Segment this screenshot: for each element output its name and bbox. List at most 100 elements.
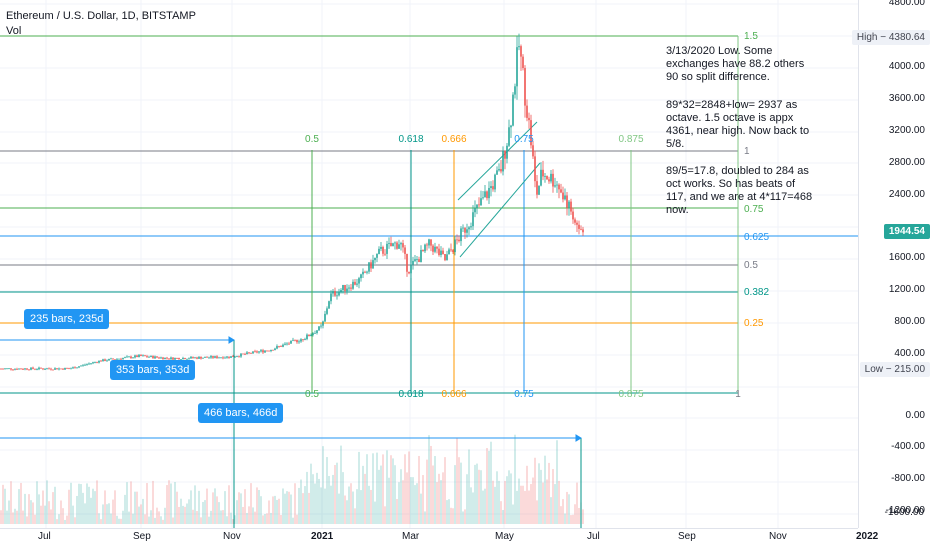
- candle-body: [138, 354, 140, 358]
- volume-bar: [398, 482, 400, 524]
- fib-label: 0.382: [744, 287, 769, 298]
- volume-bar: [216, 496, 218, 524]
- x-axis-label: Nov: [769, 531, 787, 542]
- bars-range-badge[interactable]: 353 bars, 353d: [110, 360, 196, 380]
- candle-body: [166, 357, 168, 359]
- volume-bar: [554, 484, 556, 524]
- volume-bar: [18, 489, 20, 524]
- volume-bar: [410, 477, 412, 524]
- symbol-title[interactable]: Ethereum / U.S. Dollar, 1D, BITSTAMP: [6, 10, 196, 22]
- x-axis-label: May: [495, 531, 514, 542]
- fib-time-labels-top: 0.5 0.618 0.666 0.75 0.875: [305, 134, 644, 145]
- candle-body: [326, 308, 328, 314]
- y-axis-label: -1200.00: [885, 505, 925, 516]
- candle-body: [562, 192, 564, 200]
- candle-body: [566, 195, 568, 208]
- candle-body: [126, 356, 128, 358]
- candle-body: [382, 246, 384, 254]
- volume-bar: [154, 517, 156, 524]
- bars-range-badge[interactable]: 466 bars, 466d: [198, 403, 284, 423]
- bars-range-badge[interactable]: 235 bars, 235d: [24, 309, 110, 329]
- volume-bar: [48, 501, 50, 524]
- candle-body: [302, 339, 304, 341]
- fib-label: 0.25: [744, 318, 764, 329]
- volume-bar: [418, 455, 420, 524]
- candle-body: [216, 356, 218, 359]
- volume-bar: [300, 479, 302, 524]
- candle-body: [100, 360, 102, 362]
- candle-body: [6, 368, 8, 370]
- candle-body: [252, 351, 254, 354]
- volume-bar: [448, 499, 450, 524]
- last-price-label: 1944.54: [883, 224, 930, 239]
- candle-body: [430, 239, 432, 246]
- volume-bar: [506, 476, 508, 524]
- candle-body: [380, 246, 382, 249]
- price-axis[interactable]: 4800.00 4000.00 3600.00 3200.00 2800.00 …: [858, 0, 932, 528]
- fib-time-label: 0.5: [305, 134, 319, 145]
- candle-body: [222, 357, 224, 359]
- candle-body: [494, 174, 496, 190]
- volume-bar: [510, 473, 512, 524]
- candle-body: [390, 242, 392, 247]
- volume-bar: [274, 495, 276, 524]
- candle-body: [36, 369, 38, 371]
- volume-bar: [516, 490, 518, 524]
- fib-price-labels: 1.5 1 0.75 0.625 0.5 0.382 0.25: [744, 31, 769, 329]
- volume-bar: [306, 471, 308, 524]
- candle-body: [580, 228, 582, 230]
- candle-body: [10, 368, 12, 370]
- volume-bar: [252, 507, 254, 524]
- volume-bar: [508, 470, 510, 524]
- volume-bar: [296, 514, 298, 524]
- x-axis-label: Jul: [38, 531, 51, 542]
- annotation-note[interactable]: 89*32=2848+low= 2937 as octave. 1.5 octa…: [666, 99, 810, 150]
- candle-body: [160, 357, 162, 359]
- annotation-note[interactable]: 89/5=17.8, doubled to 284 as oct works. …: [666, 165, 813, 216]
- volume-bar: [342, 472, 344, 524]
- candle-body: [300, 339, 302, 342]
- volume-bar: [316, 472, 318, 524]
- candle-body: [14, 368, 16, 370]
- time-axis[interactable]: [0, 528, 858, 551]
- candle-body: [164, 357, 166, 360]
- candle-body: [198, 356, 200, 359]
- volume-bar: [330, 485, 332, 524]
- volume-bar: [250, 483, 252, 524]
- volume-bar: [382, 454, 384, 524]
- candle-body: [270, 349, 272, 352]
- candle-body: [150, 355, 152, 357]
- volume-bar: [12, 512, 14, 524]
- candle-body: [436, 246, 438, 249]
- candle-body: [176, 357, 178, 359]
- candle-body: [276, 346, 278, 349]
- volume-bar: [206, 488, 208, 524]
- volume-bar: [190, 490, 192, 524]
- volume-bar: [472, 492, 474, 524]
- volume-bar: [140, 504, 142, 524]
- volume-bar: [556, 440, 558, 524]
- volume-bar: [364, 473, 366, 524]
- candle-body: [404, 247, 406, 254]
- volume-bar: [58, 514, 60, 524]
- candle-body: [322, 321, 324, 326]
- volume-bar: [328, 476, 330, 524]
- volume-bar: [420, 493, 422, 524]
- x-axis-label: 2021: [311, 531, 334, 542]
- candle-body: [102, 359, 104, 362]
- trend-channel: [457, 121, 541, 258]
- volume-bar: [234, 515, 236, 524]
- candle-body: [264, 350, 266, 353]
- candle-body: [394, 242, 396, 244]
- fib-time-label: 0.666: [441, 389, 466, 400]
- candle-body: [182, 357, 184, 360]
- volume-indicator-label[interactable]: Vol: [6, 25, 22, 37]
- candle-body: [414, 259, 416, 261]
- annotation-note[interactable]: 3/13/2020 Low. Some exchanges have 88.2 …: [666, 45, 805, 83]
- volume-bar: [356, 489, 358, 524]
- candle-body: [44, 369, 46, 370]
- volume-bar: [402, 480, 404, 524]
- candle-body: [572, 211, 574, 220]
